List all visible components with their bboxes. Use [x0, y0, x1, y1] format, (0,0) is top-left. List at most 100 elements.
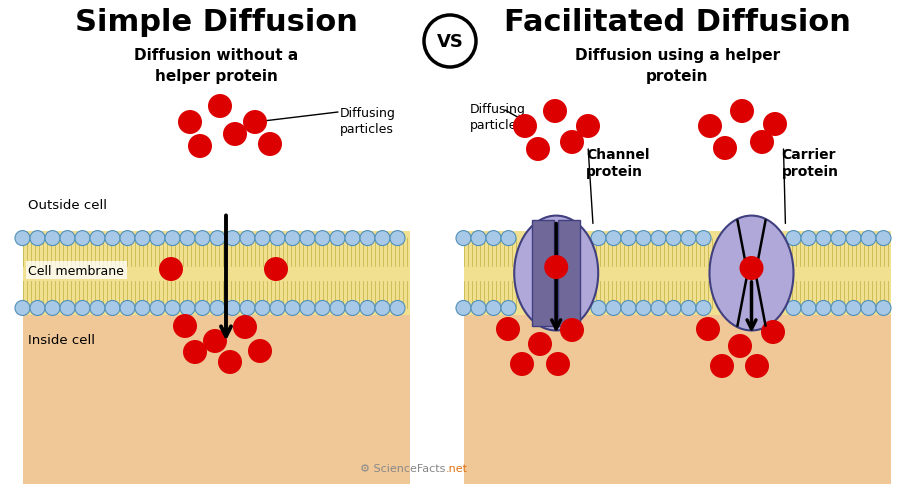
Circle shape	[876, 301, 891, 316]
Circle shape	[150, 301, 165, 316]
Text: VS: VS	[436, 33, 464, 51]
Circle shape	[255, 301, 270, 316]
Bar	[464, 316, 891, 484]
Circle shape	[696, 318, 720, 341]
Circle shape	[300, 301, 315, 316]
Circle shape	[390, 231, 405, 246]
Circle shape	[456, 301, 471, 316]
Circle shape	[740, 257, 763, 280]
Circle shape	[636, 301, 651, 316]
Text: .net: .net	[446, 463, 468, 473]
Circle shape	[60, 231, 75, 246]
Text: Diffusion without a
helper protein: Diffusion without a helper protein	[134, 48, 298, 84]
Circle shape	[786, 231, 801, 246]
Circle shape	[135, 301, 150, 316]
Circle shape	[135, 231, 150, 246]
Circle shape	[60, 301, 75, 316]
Circle shape	[591, 231, 606, 246]
Text: Facilitated Diffusion: Facilitated Diffusion	[504, 8, 850, 37]
Circle shape	[178, 111, 202, 135]
Circle shape	[180, 231, 195, 246]
Circle shape	[159, 257, 183, 281]
Circle shape	[210, 301, 225, 316]
Circle shape	[45, 301, 60, 316]
Circle shape	[816, 301, 831, 316]
Circle shape	[203, 329, 227, 353]
Circle shape	[543, 100, 567, 124]
Text: Inside cell: Inside cell	[29, 334, 95, 347]
Circle shape	[243, 111, 267, 135]
Circle shape	[486, 301, 501, 316]
Circle shape	[15, 231, 30, 246]
Circle shape	[300, 231, 315, 246]
Circle shape	[105, 301, 120, 316]
Circle shape	[846, 231, 861, 246]
Circle shape	[750, 131, 774, 155]
Circle shape	[270, 231, 285, 246]
Circle shape	[713, 136, 737, 161]
Circle shape	[255, 231, 270, 246]
Circle shape	[345, 231, 360, 246]
Circle shape	[801, 301, 816, 316]
Circle shape	[528, 333, 552, 356]
Circle shape	[375, 301, 390, 316]
Circle shape	[240, 301, 255, 316]
Circle shape	[831, 231, 846, 246]
Text: Diffusing
particles: Diffusing particles	[340, 107, 396, 136]
Circle shape	[560, 318, 584, 342]
Text: Diffusing
particles: Diffusing particles	[470, 103, 526, 132]
Circle shape	[315, 301, 330, 316]
Circle shape	[264, 257, 288, 281]
Circle shape	[240, 231, 255, 246]
Circle shape	[786, 301, 801, 316]
Circle shape	[636, 231, 651, 246]
Circle shape	[330, 301, 345, 316]
Circle shape	[761, 320, 785, 344]
Bar	[464, 231, 891, 316]
Circle shape	[513, 115, 537, 139]
Circle shape	[696, 231, 711, 246]
Circle shape	[105, 231, 120, 246]
Text: Simple Diffusion: Simple Diffusion	[75, 8, 357, 37]
Ellipse shape	[514, 216, 598, 331]
Circle shape	[195, 231, 210, 246]
Circle shape	[30, 301, 45, 316]
Circle shape	[225, 231, 240, 246]
Circle shape	[375, 231, 390, 246]
Circle shape	[560, 131, 584, 155]
Circle shape	[861, 231, 876, 246]
Circle shape	[710, 354, 734, 378]
Circle shape	[681, 231, 696, 246]
Circle shape	[390, 301, 405, 316]
Circle shape	[258, 133, 282, 157]
Circle shape	[745, 354, 769, 378]
Circle shape	[218, 350, 242, 374]
Circle shape	[591, 301, 606, 316]
Circle shape	[546, 352, 570, 376]
Circle shape	[606, 231, 621, 246]
Circle shape	[471, 301, 486, 316]
Circle shape	[496, 318, 520, 341]
Circle shape	[651, 301, 666, 316]
Circle shape	[208, 95, 232, 119]
Circle shape	[666, 301, 681, 316]
Circle shape	[666, 231, 681, 246]
Circle shape	[471, 231, 486, 246]
Circle shape	[621, 231, 636, 246]
Circle shape	[501, 231, 516, 246]
Circle shape	[315, 231, 330, 246]
Circle shape	[696, 301, 711, 316]
Circle shape	[120, 231, 135, 246]
Circle shape	[45, 231, 60, 246]
Circle shape	[183, 340, 207, 364]
Circle shape	[544, 256, 568, 279]
Circle shape	[285, 231, 300, 246]
Circle shape	[223, 123, 247, 147]
Circle shape	[165, 231, 180, 246]
Circle shape	[90, 301, 105, 316]
Circle shape	[846, 301, 861, 316]
Circle shape	[621, 301, 636, 316]
Circle shape	[180, 301, 195, 316]
Circle shape	[510, 352, 534, 376]
Circle shape	[816, 231, 831, 246]
